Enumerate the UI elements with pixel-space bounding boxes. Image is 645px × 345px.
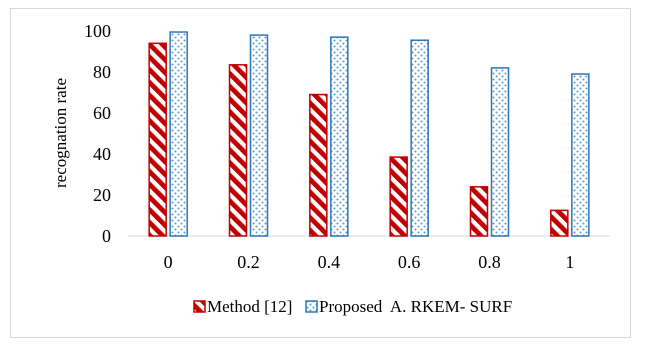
y-tick-label: 80: [93, 62, 111, 82]
y-axis-ticks: 0 20 40 60 80 100: [84, 21, 111, 246]
bar-proposed: [169, 31, 188, 237]
x-tick-label: 0.8: [478, 252, 501, 272]
legend-swatch-proposed: [305, 300, 318, 313]
bar-proposed: [410, 39, 429, 237]
x-axis-ticks: 0 0.2 0.4 0.6 0.8 1: [164, 252, 575, 272]
y-axis-title: recognation rate: [51, 78, 70, 188]
bar-method-12: [309, 93, 328, 237]
bar-proposed: [330, 36, 349, 237]
legend-label-proposed: Proposed A. RKEM- SURF: [319, 297, 512, 316]
x-tick-label: 0: [164, 252, 173, 272]
legend-swatch-method-12: [193, 300, 206, 313]
bar-method-12: [469, 186, 489, 237]
bars-group: [148, 31, 590, 237]
legend-label-method-12: Method [12]: [207, 297, 292, 316]
x-tick-label: 1: [565, 252, 574, 272]
x-tick-label: 0.6: [398, 252, 421, 272]
legend: Method [12] Proposed A. RKEM- SURF: [193, 297, 512, 316]
x-tick-label: 0.2: [237, 252, 260, 272]
bar-proposed: [571, 73, 590, 237]
bar-proposed: [490, 67, 510, 237]
bar-method-12: [389, 156, 408, 237]
bar-proposed: [249, 34, 269, 237]
bar-method-12: [550, 209, 569, 237]
y-tick-label: 0: [102, 226, 111, 246]
bar-method-12: [228, 64, 248, 237]
y-tick-label: 100: [84, 21, 111, 41]
y-tick-label: 40: [93, 144, 111, 164]
y-tick-label: 60: [93, 103, 111, 123]
x-tick-label: 0.4: [318, 252, 341, 272]
y-tick-label: 20: [93, 185, 111, 205]
bar-method-12: [148, 42, 167, 237]
